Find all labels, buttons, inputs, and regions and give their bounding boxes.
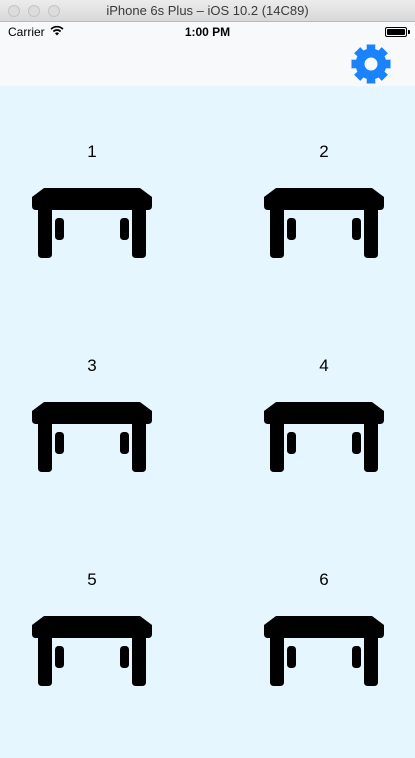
- table-icon: [264, 188, 384, 258]
- table-top: [264, 402, 384, 424]
- table-icon: [32, 402, 152, 472]
- navigation-bar: [0, 42, 415, 86]
- minimize-window-button[interactable]: [28, 5, 40, 17]
- table-cell-5[interactable]: 5: [22, 514, 162, 686]
- close-window-button[interactable]: [8, 5, 20, 17]
- table-icon: [264, 402, 384, 472]
- table-top: [264, 188, 384, 210]
- table-leg-front-left: [38, 634, 52, 686]
- carrier-label: Carrier: [8, 25, 45, 39]
- table-number: 3: [87, 356, 97, 375]
- table-cell-2[interactable]: 2: [254, 86, 394, 258]
- window-title: iPhone 6s Plus – iOS 10.2 (14C89): [106, 3, 309, 18]
- table-leg-back-right: [352, 218, 361, 240]
- table-leg-back-right: [352, 432, 361, 454]
- table-leg-back-right: [352, 646, 361, 668]
- table-leg-back-left: [287, 432, 296, 454]
- table-leg-back-right: [120, 646, 129, 668]
- table-cell-4[interactable]: 4: [254, 300, 394, 472]
- table-number: 1: [87, 142, 97, 161]
- table-leg-front-right: [132, 634, 146, 686]
- zoom-window-button[interactable]: [48, 5, 60, 17]
- table-leg-front-right: [132, 420, 146, 472]
- table-leg-back-left: [287, 218, 296, 240]
- table-leg-front-left: [38, 420, 52, 472]
- table-cell-1[interactable]: 1: [22, 86, 162, 258]
- table-number: 5: [87, 570, 97, 589]
- status-time: 1:00 PM: [184, 25, 231, 39]
- table-cell-3[interactable]: 3: [22, 300, 162, 472]
- table-leg-front-left: [270, 206, 284, 258]
- table-leg-back-left: [55, 218, 64, 240]
- table-top: [32, 616, 152, 638]
- gear-icon: [351, 44, 391, 84]
- table-leg-front-left: [270, 420, 284, 472]
- table-leg-front-right: [364, 206, 378, 258]
- table-cell-6[interactable]: 6: [254, 514, 394, 686]
- table-leg-front-right: [132, 206, 146, 258]
- table-leg-back-left: [287, 646, 296, 668]
- table-number: 6: [319, 570, 329, 589]
- status-bar: Carrier 1:00 PM: [0, 22, 415, 42]
- table-number: 2: [319, 142, 329, 161]
- wifi-icon: [50, 25, 64, 36]
- table-icon: [32, 188, 152, 258]
- table-leg-front-right: [364, 420, 378, 472]
- table-leg-back-right: [120, 218, 129, 240]
- table-number: 4: [319, 356, 329, 375]
- battery-nub: [408, 30, 410, 34]
- gear-shape: [351, 44, 391, 84]
- table-leg-front-right: [364, 634, 378, 686]
- table-top: [32, 188, 152, 210]
- table-leg-back-right: [120, 432, 129, 454]
- table-icon: [32, 616, 152, 686]
- tables-grid: 1 2 3 4 5 6: [0, 86, 415, 758]
- battery-icon: [385, 27, 410, 37]
- table-leg-front-left: [270, 634, 284, 686]
- simulator-title-bar: iPhone 6s Plus – iOS 10.2 (14C89): [0, 0, 415, 22]
- settings-button[interactable]: [349, 42, 393, 86]
- battery-level-fill: [387, 29, 405, 35]
- table-leg-back-left: [55, 646, 64, 668]
- table-top: [32, 402, 152, 424]
- table-leg-back-left: [55, 432, 64, 454]
- table-top: [264, 616, 384, 638]
- table-icon: [264, 616, 384, 686]
- table-leg-front-left: [38, 206, 52, 258]
